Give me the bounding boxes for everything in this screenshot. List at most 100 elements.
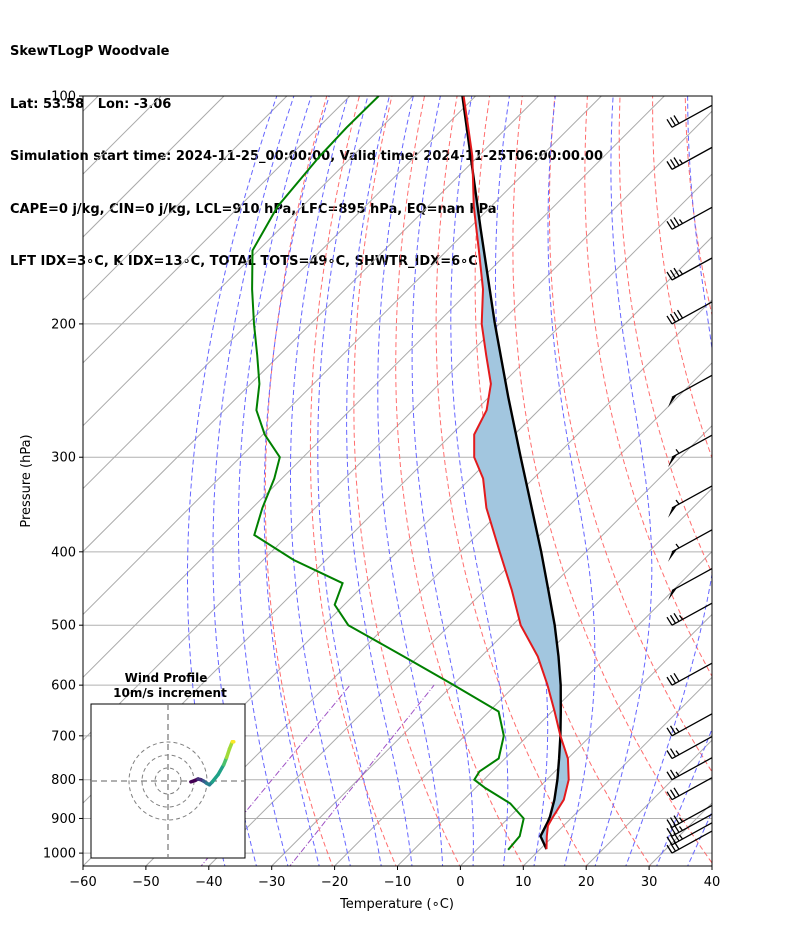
dry-adiabat-line [750, 96, 794, 869]
dry-adiabat-line [309, 96, 397, 866]
wind-barb [666, 146, 713, 170]
cin-shading [462, 96, 569, 850]
y-axis-ticks: 100 200 300 400 500 600 700 800 900 1000 [43, 90, 83, 862]
dry-adiabat-line [548, 96, 712, 773]
moist-adiabat-line [212, 96, 295, 866]
moist-adiabat-line [377, 96, 444, 866]
wind-barb [666, 301, 713, 325]
y-tick-label: 900 [51, 812, 76, 827]
isotherm-line [711, 865, 712, 866]
dry-adiabat-line [684, 96, 712, 318]
y-tick-label: 300 [51, 451, 76, 466]
dry-adiabat-line [584, 96, 712, 678]
y-tick-label: 600 [51, 679, 76, 694]
x-tick-label: −40 [195, 875, 222, 890]
moist-adiabat-line [317, 96, 382, 866]
y-tick-label: 1000 [43, 847, 76, 862]
wind-barb [666, 104, 713, 128]
wind-barb [666, 206, 713, 230]
hodograph-inset: Wind Profile 10m/s increment [90, 671, 246, 859]
dry-adiabat-line [395, 96, 524, 866]
dry-adiabat-line [512, 96, 712, 864]
wind-barb [666, 757, 713, 781]
isotherm-line [585, 739, 712, 866]
mixing-ratio-line [289, 684, 435, 866]
profile-lines [251, 96, 570, 851]
isotherm-line [83, 96, 665, 679]
temperature-profile-line [462, 96, 570, 850]
wind-barb [668, 567, 713, 601]
wind-barbs [666, 104, 713, 854]
x-tick-label: 0 [456, 875, 464, 890]
wind-barb [666, 257, 713, 281]
wind-barb [666, 735, 713, 760]
isotherm-line [648, 802, 712, 866]
dry-adiabat-line [718, 96, 794, 869]
moist-adiabat-line [411, 96, 474, 866]
isotherm-line [83, 96, 602, 616]
dry-adiabat-line [783, 96, 794, 869]
y-axis-label: Pressure (hPa) [19, 434, 34, 527]
isotherm-line [83, 96, 476, 490]
cin-shaded-area [462, 96, 569, 850]
moist-adiabat-line [290, 96, 351, 866]
wind-barb [666, 830, 713, 854]
moist-adiabat-line [450, 96, 509, 866]
isotherm-line [83, 96, 288, 301]
moist-adiabat-line [717, 96, 794, 869]
moist-adiabat-line [346, 96, 413, 866]
x-tick-label: −30 [258, 875, 285, 890]
wind-barb [668, 374, 713, 408]
wind-barb [666, 777, 713, 801]
dry-adiabat-line [353, 96, 461, 866]
moist-adiabat-line [238, 96, 312, 866]
x-tick-label: −60 [69, 875, 96, 890]
isotherm-line [334, 487, 712, 866]
isotherm-line [208, 362, 712, 866]
isotherm-line [83, 96, 225, 238]
parcel-profile-line [461, 96, 563, 850]
dry-adiabat-line [264, 96, 334, 866]
moist-adiabat-line [625, 96, 712, 866]
mixing-ratio-lines [200, 684, 435, 866]
isotherm-line [522, 676, 712, 866]
isotherm-line [397, 550, 712, 866]
hodograph-title: Wind Profile [125, 671, 208, 685]
dewpoint-profile-line [251, 96, 525, 851]
x-tick-label: −10 [384, 875, 411, 890]
moist-adiabat-line [263, 96, 330, 866]
moist-adiabat-line [547, 96, 596, 866]
isotherm-line [83, 96, 351, 364]
y-tick-label: 400 [51, 545, 76, 560]
y-tick-label: 800 [51, 773, 76, 788]
wind-barb [666, 602, 713, 626]
x-axis-label: Temperature (∘C) [339, 897, 454, 912]
wind-barb [666, 662, 713, 686]
hodograph-subtitle: 10m/s increment [113, 686, 227, 700]
wind-barb [668, 434, 713, 468]
wind-barb [668, 485, 713, 518]
x-tick-label: 30 [641, 875, 658, 890]
isotherm-line [83, 96, 539, 553]
y-tick-label: 700 [51, 729, 76, 744]
moist-adiabat-line [187, 96, 278, 866]
isotherm-line [145, 299, 712, 866]
moist-adiabat-line [656, 727, 712, 866]
x-tick-label: 20 [578, 875, 595, 890]
x-tick-label: −50 [132, 875, 159, 890]
mixing-ratio-line [200, 684, 351, 866]
wind-barb [666, 804, 713, 829]
hodograph-segment [216, 762, 226, 777]
isotherm-line [271, 424, 712, 866]
x-axis-ticks: −60 −50 −40 −30 −20 −10 0 10 20 30 40 [69, 866, 720, 890]
header-station: SkewTLogP Woodvale [10, 44, 170, 59]
wind-barb [668, 529, 713, 562]
isotherm-line [83, 110, 712, 741]
isotherm-line [83, 96, 414, 427]
isotherm-line [460, 613, 712, 866]
moist-adiabat-line [594, 96, 653, 866]
dry-adiabat-line [435, 96, 588, 866]
x-tick-label: −20 [321, 875, 348, 890]
x-tick-label: 10 [515, 875, 532, 890]
